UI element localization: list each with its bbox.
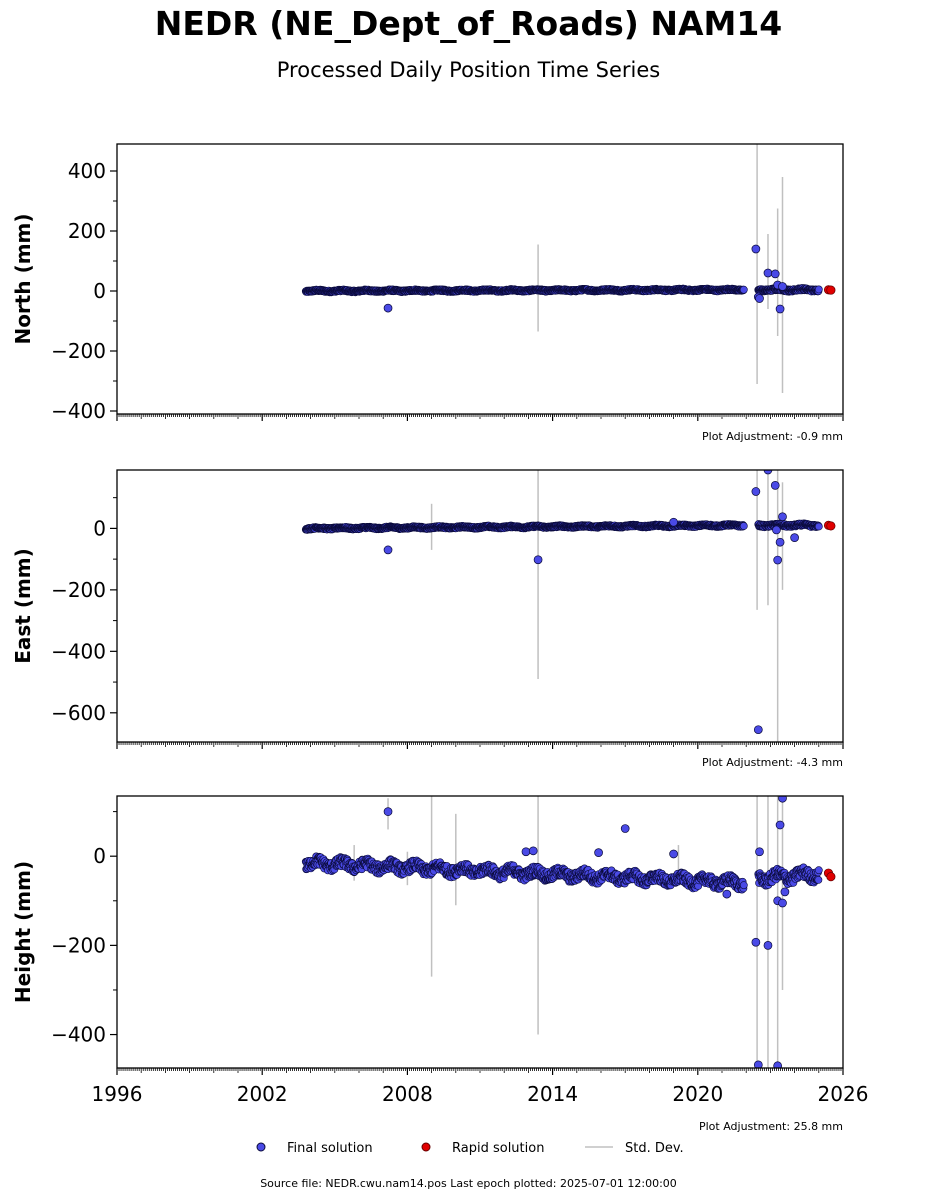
panel-north: 400 200 0 −200 −400 North (mm) Plot Adjustment… bbox=[11, 143, 844, 443]
final-point bbox=[533, 555, 543, 565]
final-point bbox=[383, 303, 393, 313]
final-point bbox=[814, 866, 823, 875]
panel-east: 0 −200 −400 −600 East (mm) Plot Adjustment: -… bbox=[11, 469, 844, 769]
final-point bbox=[778, 796, 787, 803]
final-point bbox=[620, 824, 630, 833]
final-point bbox=[814, 876, 823, 884]
final-point bbox=[773, 555, 783, 565]
x-tick-label: 2020 bbox=[672, 1082, 723, 1106]
final-point bbox=[753, 725, 763, 735]
final-point bbox=[775, 820, 785, 830]
axes-frame bbox=[116, 795, 844, 1069]
chart-title: NEDR (NE_Dept_of_Roads) NAM14 bbox=[154, 4, 783, 43]
axes-frame bbox=[116, 143, 844, 415]
y-tick-label: −200 bbox=[51, 578, 106, 602]
final-point bbox=[770, 269, 780, 279]
legend-final-label: Final solution bbox=[287, 1141, 373, 1156]
legend-rapid-marker bbox=[421, 1142, 431, 1152]
final-point bbox=[739, 285, 748, 294]
final-point bbox=[751, 244, 761, 254]
rapid-point bbox=[826, 872, 836, 882]
final-point bbox=[594, 848, 603, 857]
final-point bbox=[780, 887, 790, 897]
legend: Final solution Rapid solution Std. Dev. bbox=[256, 1141, 684, 1156]
final-point bbox=[751, 487, 761, 496]
x-tick-label: 2014 bbox=[527, 1082, 578, 1106]
final-point bbox=[814, 285, 823, 294]
final-point bbox=[772, 525, 781, 535]
y-tick-label: 0 bbox=[93, 844, 106, 868]
y-axis-label: East (mm) bbox=[11, 548, 35, 664]
y-tick-label: −400 bbox=[51, 639, 106, 663]
final-point bbox=[755, 847, 764, 857]
x-tick-label: 2008 bbox=[382, 1082, 433, 1106]
plot-area bbox=[301, 796, 836, 1068]
y-tick-label: −200 bbox=[51, 933, 106, 957]
y-tick-label: −400 bbox=[51, 1023, 106, 1047]
final-point bbox=[669, 517, 678, 527]
plot-area bbox=[301, 470, 836, 742]
final-point bbox=[755, 294, 764, 303]
final-point bbox=[751, 937, 761, 947]
final-point bbox=[775, 304, 785, 314]
rapid-point bbox=[826, 521, 836, 531]
y-tick-label: −400 bbox=[51, 399, 106, 423]
final-point bbox=[790, 533, 799, 542]
final-point bbox=[739, 522, 748, 530]
legend-final-marker bbox=[256, 1142, 266, 1152]
final-point bbox=[722, 889, 732, 899]
final-point bbox=[778, 282, 787, 291]
y-tick-label: 400 bbox=[68, 159, 106, 183]
final-point bbox=[778, 898, 787, 908]
y-axis-label: Height (mm) bbox=[11, 861, 35, 1003]
y-tick-label: −600 bbox=[51, 701, 106, 725]
legend-stddev-label: Std. Dev. bbox=[625, 1141, 684, 1156]
final-point bbox=[770, 481, 780, 490]
final-point bbox=[775, 537, 785, 547]
final-point bbox=[669, 849, 678, 859]
axes-frame bbox=[116, 469, 844, 743]
final-point bbox=[739, 881, 748, 890]
y-tick-label: 0 bbox=[93, 279, 106, 303]
plot-adjustment-note: Plot Adjustment: -4.3 mm bbox=[702, 756, 843, 769]
y-tick-label: 200 bbox=[68, 219, 106, 243]
chart-subtitle: Processed Daily Position Time Series bbox=[276, 58, 661, 82]
final-point bbox=[521, 847, 531, 857]
final-point bbox=[763, 268, 773, 278]
plot-adjustment-note: Plot Adjustment: 25.8 mm bbox=[699, 1120, 843, 1133]
legend-rapid-label: Rapid solution bbox=[452, 1141, 544, 1156]
final-point bbox=[528, 846, 538, 856]
final-point bbox=[383, 545, 393, 555]
source-footnote: Source file: NEDR.cwu.nam14.pos Last epo… bbox=[260, 1177, 677, 1190]
x-tick-label: 2002 bbox=[237, 1082, 288, 1106]
y-tick-label: 0 bbox=[93, 516, 106, 540]
final-point bbox=[773, 1061, 783, 1068]
rapid-point bbox=[826, 285, 836, 295]
final-point bbox=[763, 470, 773, 475]
final-point bbox=[763, 941, 773, 950]
final-point bbox=[814, 522, 823, 531]
final-point bbox=[753, 1060, 763, 1068]
plot-adjustment-note: Plot Adjustment: -0.9 mm bbox=[702, 430, 843, 443]
x-tick-label: 2026 bbox=[818, 1082, 869, 1106]
final-point bbox=[383, 807, 393, 816]
final-point bbox=[778, 512, 787, 522]
x-tick-label: 1996 bbox=[92, 1082, 143, 1106]
y-tick-label: −200 bbox=[51, 339, 106, 363]
plot-area bbox=[301, 144, 836, 393]
panel-height: 0 −200 −400 Height (mm) 1996 2002 2008 2014 2020… bbox=[11, 795, 869, 1133]
y-axis-label: North (mm) bbox=[11, 213, 35, 344]
